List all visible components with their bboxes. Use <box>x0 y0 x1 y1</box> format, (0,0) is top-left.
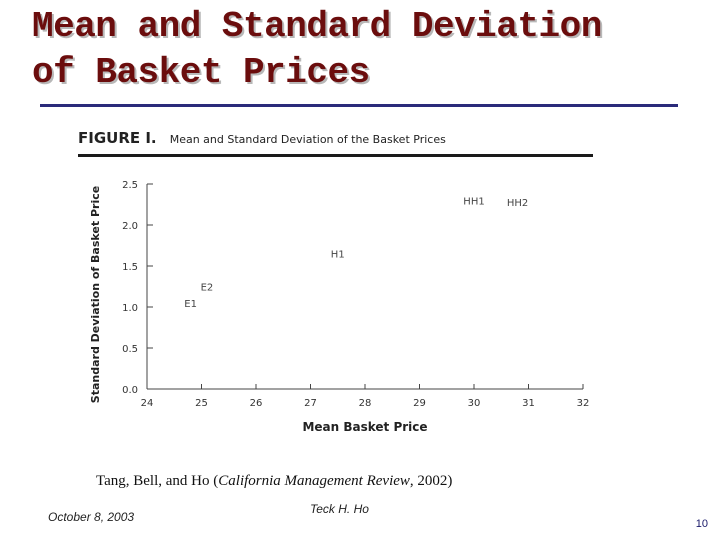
title-line-2: of Basket Prices <box>32 52 370 93</box>
citation-authors: Tang, Bell, and Ho ( <box>96 473 219 489</box>
y-tick-label: 1.0 <box>122 303 138 314</box>
figure-caption: FIGURE I. Mean and Standard Deviation of… <box>78 128 446 147</box>
slide-title: Mean and Standard Deviation of Basket Pr… <box>32 4 692 96</box>
title-divider <box>40 104 678 107</box>
x-tick-label: 31 <box>522 398 535 409</box>
title-line-1: Mean and Standard Deviation <box>32 6 602 47</box>
footer-author: Teck H. Ho <box>310 502 369 516</box>
scatter-chart: 24 25 26 27 28 29 30 31 32 0.0 0.5 1.0 1.5 2.0 2.5 Mean… <box>89 180 590 434</box>
data-point-hh2: HH2 <box>507 198 528 209</box>
y-tick-label: 0.5 <box>122 344 138 355</box>
footer-date: October 8, 2003 <box>48 510 135 524</box>
x-tick-label: 28 <box>359 398 372 409</box>
data-point-e1: E1 <box>184 299 197 310</box>
data-point-e2: E2 <box>201 283 214 294</box>
x-tick-label: 32 <box>577 398 590 409</box>
y-tick-label: 2.5 <box>122 180 138 191</box>
data-point-h1: H1 <box>331 250 345 261</box>
x-tick-label: 24 <box>141 398 154 409</box>
y-axis-label: Standard Deviation of Basket Price <box>89 186 102 403</box>
data-point-hh1: HH1 <box>463 196 484 207</box>
x-tick-label: 25 <box>195 398 208 409</box>
x-axis-label: Mean Basket Price <box>302 420 427 434</box>
citation-journal: California Management Review <box>218 473 410 489</box>
citation: Tang, Bell, and Ho (California Managemen… <box>96 473 452 490</box>
y-tick-label: 1.5 <box>122 262 138 273</box>
citation-year: , 2002) <box>409 473 453 489</box>
y-tick-label: 0.0 <box>122 385 138 396</box>
figure-caption-text: Mean and Standard Deviation of the Baske… <box>169 133 446 146</box>
x-tick-label: 26 <box>250 398 263 409</box>
figure-label: FIGURE I. <box>78 129 157 147</box>
figure-divider <box>78 154 593 157</box>
x-tick-label: 29 <box>413 398 426 409</box>
y-tick-label: 2.0 <box>122 221 138 232</box>
x-tick-label: 30 <box>468 398 481 409</box>
x-tick-label: 27 <box>304 398 317 409</box>
page-number: 10 <box>695 518 708 530</box>
